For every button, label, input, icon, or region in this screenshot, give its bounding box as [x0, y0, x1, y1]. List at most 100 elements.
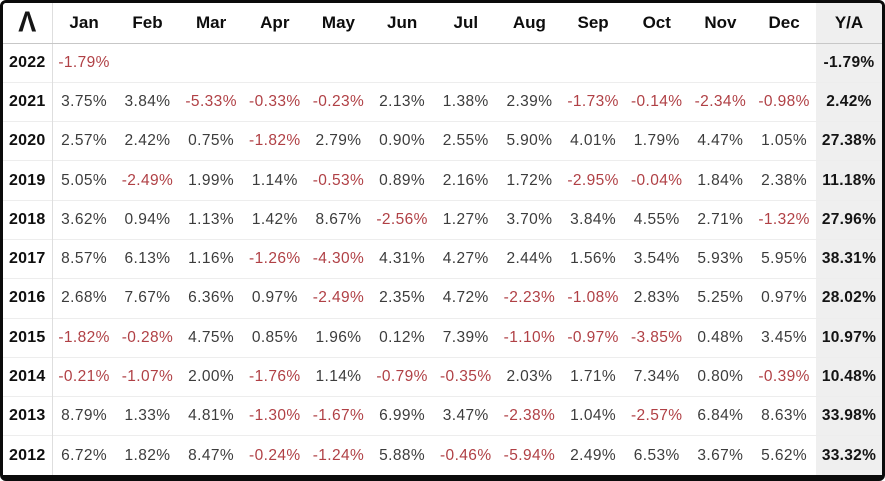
- return-cell: -1.26%: [242, 238, 307, 279]
- return-cell: 3.62%: [52, 199, 116, 240]
- return-cell: 4.81%: [179, 396, 243, 436]
- return-cell: 2.42%: [115, 121, 180, 161]
- return-cell: -2.56%: [370, 199, 434, 240]
- return-cell: -1.73%: [561, 81, 625, 122]
- return-cell: -3.85%: [624, 317, 689, 358]
- return-cell: 1.99%: [179, 160, 243, 201]
- return-cell: 4.47%: [688, 121, 753, 161]
- return-cell: 2.16%: [433, 160, 498, 201]
- return-cell: -1.24%: [306, 435, 371, 475]
- year-label: 2018: [3, 199, 53, 240]
- return-cell: [370, 43, 434, 82]
- return-cell: -0.33%: [242, 81, 307, 122]
- return-cell: 3.67%: [688, 435, 753, 475]
- return-cell: 2.49%: [561, 435, 625, 475]
- month-header-dec: Dec: [752, 3, 816, 44]
- year-label: 2013: [3, 396, 53, 436]
- return-cell: -2.49%: [306, 278, 371, 319]
- return-cell: 6.84%: [688, 396, 753, 436]
- return-cell: -1.76%: [242, 356, 307, 397]
- return-cell: 6.99%: [370, 396, 434, 436]
- header-row: Λ Jan Feb Mar Apr May Jun Jul Aug Sep Oct Nov Dec Y/…: [3, 3, 882, 44]
- return-cell: 3.45%: [752, 317, 816, 358]
- year-label: 2022: [3, 43, 53, 83]
- return-cell: 1.14%: [242, 160, 307, 201]
- return-cell: 1.42%: [242, 199, 307, 240]
- return-cell: 6.13%: [115, 238, 180, 279]
- return-cell: -1.07%: [115, 356, 180, 397]
- return-cell: 2.68%: [52, 278, 116, 319]
- return-cell: -4.30%: [306, 238, 371, 279]
- return-cell: 1.05%: [752, 121, 816, 161]
- return-cell: 1.38%: [433, 81, 498, 122]
- return-cell: 4.72%: [433, 278, 498, 319]
- return-cell: 0.89%: [370, 160, 434, 201]
- logo-cell: Λ: [3, 3, 53, 44]
- return-cell: 3.84%: [561, 199, 625, 240]
- return-cell: -1.82%: [52, 317, 116, 358]
- return-cell: 1.71%: [561, 356, 625, 397]
- return-cell: -0.79%: [370, 356, 434, 397]
- month-header-feb: Feb: [115, 3, 180, 44]
- return-cell: -1.32%: [752, 199, 816, 240]
- return-cell: 8.57%: [52, 238, 116, 279]
- return-cell: [434, 43, 498, 82]
- return-cell: 7.67%: [115, 278, 180, 319]
- ya-cell: 27.38%: [816, 121, 882, 161]
- return-cell: [179, 43, 243, 82]
- return-cell: -0.97%: [561, 317, 625, 358]
- return-cell: 5.93%: [688, 238, 753, 279]
- return-cell: -0.28%: [115, 317, 180, 358]
- return-cell: -2.95%: [561, 160, 625, 201]
- ya-cell: 27.96%: [816, 199, 882, 240]
- return-cell: [752, 43, 816, 82]
- return-cell: 8.67%: [306, 199, 371, 240]
- return-cell: 4.55%: [624, 199, 689, 240]
- return-cell: 0.94%: [115, 199, 180, 240]
- table-row-2016: 2016 2.68% 7.67% 6.36% 0.97% -2.49% 2.35% 4.72%…: [3, 278, 882, 319]
- return-cell: 1.56%: [561, 238, 625, 279]
- return-cell: 2.71%: [688, 199, 753, 240]
- return-cell: 1.33%: [115, 396, 180, 436]
- return-cell: 6.36%: [179, 278, 243, 319]
- return-cell: 5.25%: [688, 278, 753, 319]
- return-cell: 5.62%: [752, 435, 816, 475]
- return-cell: 2.03%: [497, 356, 562, 397]
- return-cell: 2.83%: [624, 278, 689, 319]
- return-cell: 3.84%: [115, 81, 180, 122]
- monthly-returns-table: Λ Jan Feb Mar Apr May Jun Jul Aug Sep Oct Nov Dec Y/…: [3, 3, 882, 475]
- return-cell: 1.27%: [433, 199, 498, 240]
- year-label: 2021: [3, 81, 53, 122]
- ya-column-header: Y/A: [816, 3, 882, 44]
- lambda-logo-icon: Λ: [18, 6, 37, 38]
- ya-cell: 2.42%: [816, 81, 882, 122]
- return-cell: 2.44%: [497, 238, 562, 279]
- return-cell: 8.63%: [752, 396, 816, 436]
- return-cell: 1.13%: [179, 199, 243, 240]
- return-cell: 5.05%: [52, 160, 116, 201]
- return-cell: 0.90%: [370, 121, 434, 161]
- return-cell: -1.10%: [497, 317, 562, 358]
- table-row-2021: 2021 3.75% 3.84% -5.33% -0.33% -0.23% 2.13% 1.3…: [3, 81, 882, 122]
- return-cell: 1.72%: [497, 160, 562, 201]
- ya-cell: 38.31%: [816, 238, 882, 279]
- month-header-jan: Jan: [52, 3, 116, 44]
- return-cell: 8.79%: [52, 396, 116, 436]
- return-cell: 0.97%: [752, 278, 816, 319]
- return-cell: -0.39%: [752, 356, 816, 397]
- month-header-mar: Mar: [179, 3, 243, 44]
- month-header-sep: Sep: [561, 3, 625, 44]
- return-cell: 0.48%: [688, 317, 753, 358]
- ya-cell: 28.02%: [816, 278, 882, 319]
- return-cell: -1.67%: [306, 396, 371, 436]
- table-row-2012: 2012 6.72% 1.82% 8.47% -0.24% -1.24% 5.88% -0.4…: [3, 435, 882, 475]
- return-cell: -0.23%: [306, 81, 371, 122]
- month-header-apr: Apr: [242, 3, 307, 44]
- table-row-2020: 2020 2.57% 2.42% 0.75% -1.82% 2.79% 0.90% 2.55%…: [3, 121, 882, 161]
- ya-cell: 10.97%: [816, 317, 882, 358]
- return-cell: 5.88%: [370, 435, 434, 475]
- return-cell: -1.08%: [561, 278, 625, 319]
- return-cell: 7.34%: [624, 356, 689, 397]
- ya-cell: 10.48%: [816, 356, 882, 397]
